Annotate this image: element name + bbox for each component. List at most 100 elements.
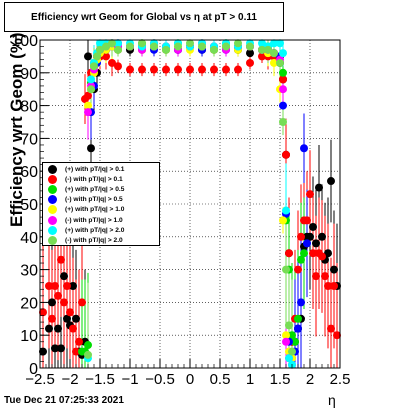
data-point <box>87 75 95 84</box>
data-point <box>138 65 146 74</box>
x-axis-label: η <box>328 392 336 408</box>
data-point <box>258 45 266 54</box>
x-tick-labels: −2.5 −2 −1.5 −1 −0.5 0 0.5 1 1.5 2 2.5 <box>25 371 350 388</box>
data-point <box>210 65 218 74</box>
data-point <box>318 252 326 261</box>
data-point <box>126 65 134 74</box>
legend-entry: (+) with pT/|q| > 0.1 <box>46 164 159 174</box>
data-point <box>222 42 230 51</box>
legend-marker-icon <box>48 195 57 205</box>
data-point <box>54 324 62 333</box>
legend-marker-icon <box>48 225 57 235</box>
data-point <box>39 347 47 356</box>
data-point <box>75 337 83 346</box>
series-points <box>84 39 296 359</box>
data-point <box>114 62 122 71</box>
data-point <box>279 68 287 77</box>
data-point <box>291 337 299 346</box>
data-point <box>78 298 86 307</box>
data-point <box>234 39 242 48</box>
data-point <box>294 324 302 333</box>
legend-entry: (-) with pT/|q| > 0.5 <box>46 195 159 205</box>
y-tick-label: 100 <box>11 33 38 50</box>
data-point <box>294 314 302 323</box>
y-tick-label: 90 <box>20 66 38 83</box>
y-tick-label: 0 <box>29 361 38 378</box>
y-tick-label: 20 <box>20 295 38 312</box>
data-point <box>96 45 104 54</box>
data-point <box>222 65 230 74</box>
data-point <box>150 65 158 74</box>
x-tick-label: −1 <box>121 371 138 388</box>
data-point <box>330 282 338 290</box>
data-point <box>258 52 266 61</box>
y-tick-label: 40 <box>20 230 38 247</box>
data-point <box>264 45 272 54</box>
legend-entry: (-) with pT/|q| > 0.1 <box>46 174 159 184</box>
data-point <box>297 255 305 264</box>
data-point <box>279 101 287 110</box>
legend-marker-icon <box>48 235 57 245</box>
data-point <box>69 282 77 290</box>
data-point <box>279 75 287 84</box>
data-point <box>126 42 134 51</box>
legend-entry: (-) with pT/|q| > 2.0 <box>46 235 159 245</box>
x-tick-label: 2 <box>306 371 314 388</box>
data-point <box>150 42 158 51</box>
x-tick-label: −0.5 <box>145 371 175 388</box>
legend-label: (+) with pT/|q| > 0.1 <box>65 165 125 173</box>
data-point <box>48 314 56 323</box>
data-point <box>276 58 284 67</box>
data-point <box>330 265 338 274</box>
data-point <box>246 42 254 51</box>
legend-label: (-) with pT/|q| > 0.1 <box>65 175 123 183</box>
data-point <box>87 85 95 94</box>
data-point <box>84 91 92 100</box>
data-point <box>57 255 65 264</box>
y-tick-label: 60 <box>20 164 38 181</box>
data-point <box>294 265 302 274</box>
chart-title: Efficiency wrt Geom for Global vs η at p… <box>4 2 284 32</box>
legend-label: (-) with pT/|q| > 1.0 <box>65 216 123 224</box>
data-point <box>303 239 311 248</box>
data-point <box>186 65 194 74</box>
data-point <box>276 39 284 48</box>
data-point <box>279 118 287 126</box>
data-point <box>279 216 287 225</box>
data-point <box>285 249 293 258</box>
data-point <box>93 52 101 61</box>
legend: (+) with pT/|q| > 0.1 (-) with pT/|q| > … <box>42 162 160 246</box>
data-point <box>234 65 242 74</box>
data-point <box>60 298 68 307</box>
data-point <box>162 65 170 74</box>
data-point <box>84 52 92 61</box>
y-axis-label: Efficiency wrt Geom (%) <box>7 32 26 227</box>
legend-entry: (+) with pT/|q| > 1.0 <box>46 205 159 215</box>
data-point <box>84 108 92 117</box>
legend-label: (+) with pT/|q| > 2.0 <box>65 226 125 234</box>
legend-marker-icon <box>48 184 57 194</box>
data-point <box>258 39 266 48</box>
data-point <box>285 321 293 330</box>
data-point <box>279 85 287 94</box>
x-tick-label: 1 <box>246 371 254 388</box>
y-tick-label: 70 <box>20 131 38 148</box>
data-point <box>309 222 317 231</box>
data-point <box>306 232 314 241</box>
data-point <box>315 183 323 192</box>
data-point <box>66 308 74 317</box>
data-point <box>324 282 332 290</box>
data-point <box>327 177 335 186</box>
data-point <box>327 324 335 333</box>
data-point <box>312 272 320 281</box>
data-point <box>297 232 305 241</box>
data-point <box>210 45 218 54</box>
data-point <box>198 42 206 51</box>
x-tick-label: 0.5 <box>210 371 231 388</box>
data-point <box>288 347 296 356</box>
data-point <box>333 331 341 340</box>
data-point <box>60 272 68 281</box>
data-point <box>69 324 77 333</box>
data-point <box>285 354 293 363</box>
data-point <box>54 291 62 300</box>
